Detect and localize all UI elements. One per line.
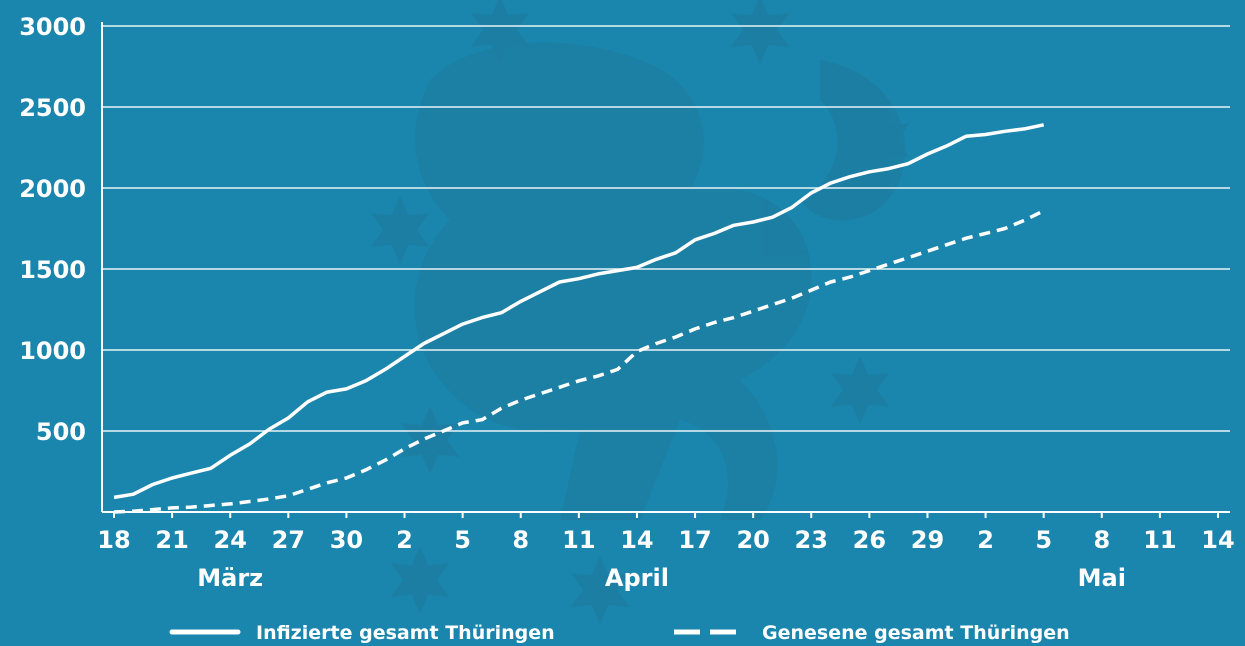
x-axis-tick-labels: 18 21 24 27 30 2 5 8 11 14 17 20 23 26 29 2 5 8 11 14: [97, 526, 1234, 554]
month-label: März: [197, 564, 263, 592]
star-emblem-0: [470, 0, 530, 64]
y-tick-label: 3000: [19, 13, 86, 41]
legend: Infizierte gesamt Thüringen Genesene ges…: [169, 622, 1070, 644]
x-tick-label: 11: [562, 526, 595, 554]
star-emblems: [370, 0, 910, 624]
star-emblem-5: [830, 356, 890, 424]
x-axis-month-labels: März April Mai: [197, 564, 1126, 592]
x-tick-label: 5: [1035, 526, 1052, 554]
star-emblem-4: [400, 406, 460, 474]
x-tick-label: 5: [454, 526, 471, 554]
x-tick-label: 14: [620, 526, 653, 554]
x-tick-label: 30: [330, 526, 363, 554]
y-axis-tick-labels: 500 1000 1500 2000 2500 3000: [19, 13, 86, 446]
gridlines: [102, 25, 1230, 432]
axes: [101, 22, 1230, 518]
legend-label-genesene: Genesene gesamt Thüringen: [762, 622, 1070, 644]
month-label: Mai: [1078, 564, 1126, 592]
x-tick-label: 26: [853, 526, 886, 554]
x-tick-label: 21: [155, 526, 188, 554]
y-tick-label: 1000: [19, 337, 86, 365]
series-line-genesene: [113, 209, 1045, 514]
y-tick-label: 2000: [19, 175, 86, 203]
x-tick-label: 20: [736, 526, 769, 554]
star-emblem-7: [390, 546, 450, 614]
x-tick-label: 18: [97, 526, 130, 554]
x-tick-label: 2: [396, 526, 413, 554]
y-tick-label: 2500: [19, 94, 86, 122]
star-emblem-6: [570, 556, 630, 624]
star-emblem-2: [370, 196, 430, 264]
x-tick-label: 17: [678, 526, 711, 554]
series-lines: [113, 123, 1045, 514]
month-label: April: [605, 564, 669, 592]
x-tick-label: 29: [911, 526, 944, 554]
y-tick-label: 1500: [19, 256, 86, 284]
x-tick-label: 23: [795, 526, 828, 554]
x-tick-label: 14: [1201, 526, 1234, 554]
x-tick-label: 11: [1143, 526, 1176, 554]
lion-emblem-watermark: [414, 42, 906, 520]
star-emblem-3: [850, 106, 910, 174]
star-emblem-1: [730, 0, 790, 64]
x-tick-label: 8: [1093, 526, 1110, 554]
y-tick-label: 500: [36, 418, 86, 446]
legend-label-infizierte: Infizierte gesamt Thüringen: [256, 622, 555, 644]
x-tick-label: 27: [272, 526, 305, 554]
x-tick-label: 2: [977, 526, 994, 554]
series-line-infizierte: [113, 123, 1045, 500]
x-tick-label: 8: [512, 526, 529, 554]
x-tick-label: 24: [214, 526, 247, 554]
